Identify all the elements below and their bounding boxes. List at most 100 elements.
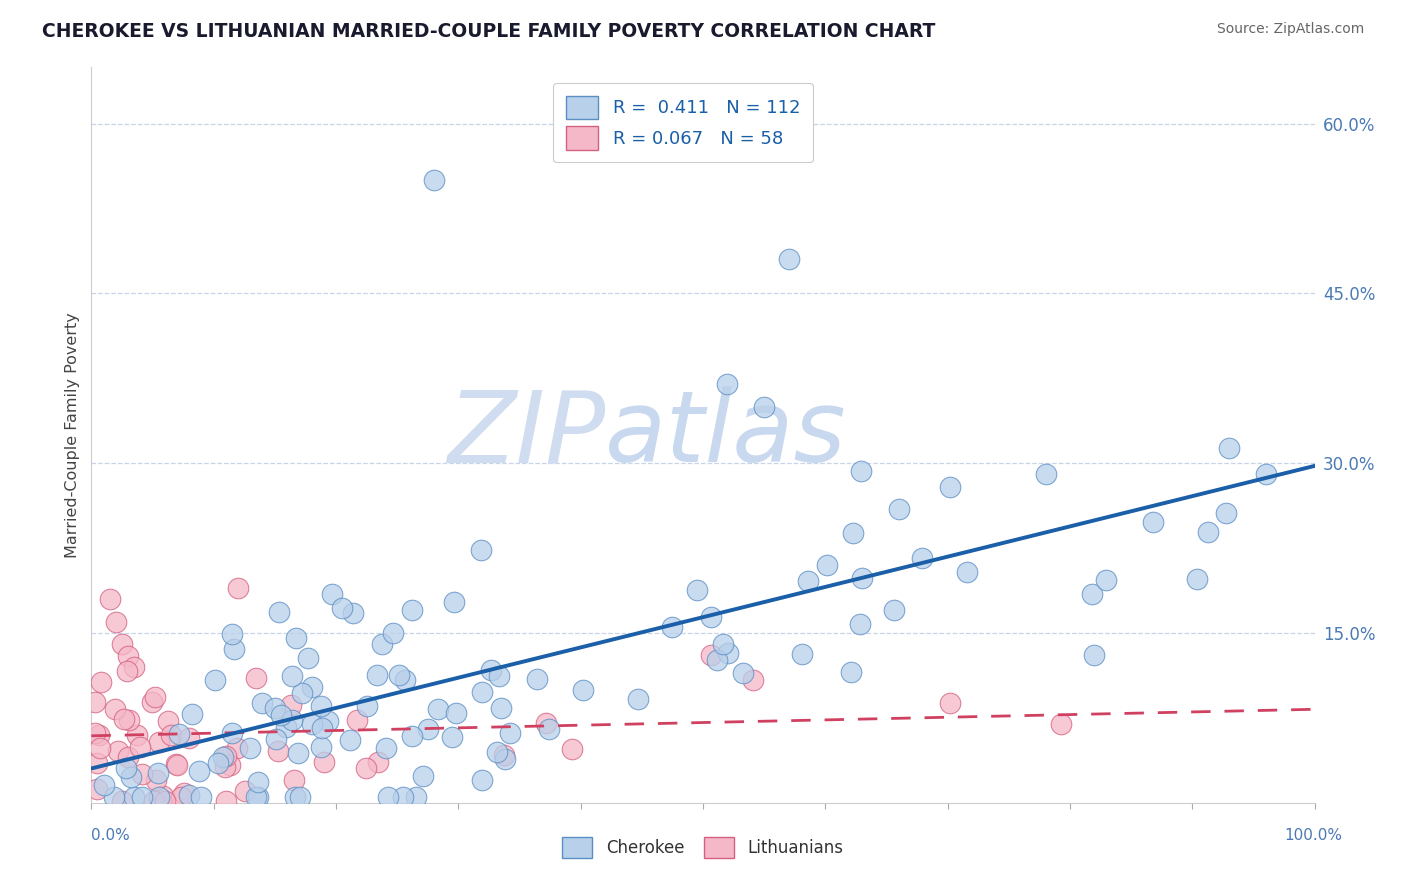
Point <box>111 793 134 807</box>
Point <box>700 609 723 624</box>
Point <box>104 702 127 716</box>
Point <box>148 735 170 749</box>
Point <box>181 706 204 721</box>
Point <box>285 631 308 645</box>
Point <box>188 764 211 778</box>
Point <box>1197 524 1219 539</box>
Point <box>89 728 111 742</box>
Point <box>269 605 291 619</box>
Point <box>716 376 738 391</box>
Point <box>367 755 389 769</box>
Point <box>165 757 187 772</box>
Point <box>89 740 111 755</box>
Point <box>153 793 176 807</box>
Point <box>1095 573 1118 587</box>
Point <box>311 721 333 735</box>
Point <box>939 480 962 494</box>
Point <box>716 646 738 660</box>
Point <box>377 790 399 805</box>
Point <box>131 766 153 780</box>
Point <box>1080 587 1102 601</box>
Point <box>291 685 314 699</box>
Point <box>274 720 297 734</box>
Point <box>103 790 125 805</box>
Point <box>706 653 728 667</box>
Text: atlas: atlas <box>605 386 846 483</box>
Point <box>93 779 115 793</box>
Point <box>311 740 333 755</box>
Point <box>148 790 170 805</box>
Point <box>122 790 145 805</box>
Point <box>401 729 423 743</box>
Point <box>416 723 439 737</box>
Point <box>214 793 236 807</box>
Point <box>1254 467 1277 482</box>
Point <box>321 586 343 600</box>
Point <box>938 697 960 711</box>
Point <box>301 717 323 731</box>
Point <box>889 502 911 516</box>
Point <box>214 760 236 774</box>
Point <box>851 571 873 585</box>
Point <box>221 627 243 641</box>
Point <box>83 726 105 740</box>
Point <box>488 669 510 683</box>
Point <box>141 695 163 709</box>
Point <box>354 761 377 775</box>
Point <box>215 748 238 763</box>
Point <box>661 620 683 634</box>
Point <box>143 690 166 704</box>
Legend: Cherokee, Lithuanians: Cherokee, Lithuanians <box>555 830 851 864</box>
Point <box>446 706 468 721</box>
Point <box>485 745 508 759</box>
Point <box>699 648 721 662</box>
Point <box>733 665 755 680</box>
Point <box>711 637 734 651</box>
Point <box>166 758 188 772</box>
Point <box>131 790 153 805</box>
Point <box>128 740 150 755</box>
Point <box>538 723 561 737</box>
Point <box>841 526 863 541</box>
Point <box>145 772 167 787</box>
Point <box>86 781 108 796</box>
Point <box>170 790 193 805</box>
Point <box>114 761 136 775</box>
Point <box>118 713 141 727</box>
Point <box>309 699 332 714</box>
Text: CHEROKEE VS LITHUANIAN MARRIED-COUPLE FAMILY POVERTY CORRELATION CHART: CHEROKEE VS LITHUANIAN MARRIED-COUPLE FA… <box>42 22 935 41</box>
Point <box>267 744 290 758</box>
Point <box>233 783 256 797</box>
Point <box>264 700 287 714</box>
Point <box>342 606 364 620</box>
Point <box>388 668 411 682</box>
Point <box>245 671 267 685</box>
Point <box>956 565 979 579</box>
Point <box>627 692 650 706</box>
Point <box>250 696 273 710</box>
Point <box>190 790 212 805</box>
Point <box>316 714 339 728</box>
Point <box>270 708 292 723</box>
Text: Source: ZipAtlas.com: Source: ZipAtlas.com <box>1216 22 1364 37</box>
Point <box>839 665 862 679</box>
Point <box>204 673 226 688</box>
Point <box>346 713 368 727</box>
Point <box>1215 507 1237 521</box>
Point <box>152 789 174 804</box>
Point <box>280 698 302 712</box>
Point <box>120 770 142 784</box>
Point <box>264 732 287 747</box>
Point <box>391 790 413 805</box>
Point <box>1035 467 1057 482</box>
Point <box>281 668 304 682</box>
Point <box>142 793 165 807</box>
Point <box>160 728 183 742</box>
Text: 100.0%: 100.0% <box>1285 828 1343 843</box>
Point <box>742 673 765 687</box>
Point <box>156 714 179 728</box>
Text: 0.0%: 0.0% <box>91 828 131 843</box>
Point <box>246 775 269 789</box>
Point <box>423 173 446 187</box>
Point <box>339 733 361 747</box>
